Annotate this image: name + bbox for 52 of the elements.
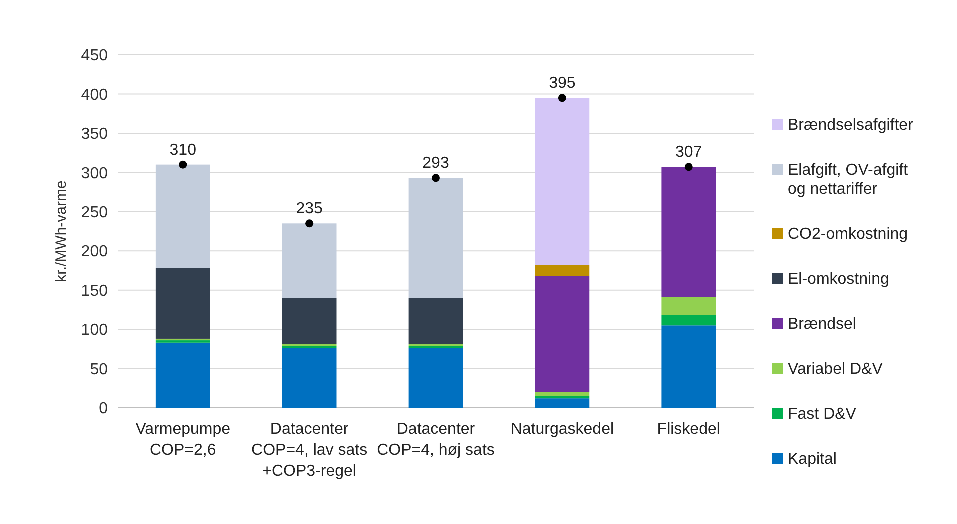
bar — [282, 298, 337, 344]
y-tick-label: 200 — [81, 244, 108, 261]
bar — [535, 396, 590, 399]
bar — [662, 167, 716, 298]
point — [432, 174, 440, 182]
y-tick-label: 450 — [81, 48, 108, 65]
y-tick-label: 100 — [81, 322, 108, 340]
x-tick-label: Naturgaskedel — [510, 421, 614, 438]
bar — [408, 348, 464, 408]
legend-label: Brændsel — [788, 316, 856, 333]
total-label: 310 — [170, 142, 197, 159]
point — [306, 220, 314, 228]
y-tick-label: 300 — [81, 165, 108, 182]
bar — [156, 342, 210, 408]
bar — [662, 315, 716, 326]
legend-label: CO2-omkostning — [788, 226, 908, 243]
legend-label: Kapital — [788, 451, 837, 468]
total-label: 307 — [676, 144, 702, 162]
y-tick-label: 350 — [81, 126, 108, 144]
x-tick-label: Datacenter COP=4, lav sats +COP3-regel — [252, 421, 368, 480]
bar — [535, 276, 590, 392]
x-tick-label: Varmepumpe COP=2,6 — [136, 421, 231, 459]
total-label: 235 — [296, 200, 324, 218]
legend-label: Variabel D&V — [788, 361, 884, 378]
legend-label: El-omkostning — [788, 271, 890, 288]
bar — [535, 398, 590, 408]
y-tick-label: 0 — [99, 400, 108, 418]
bar — [662, 326, 716, 408]
bar — [156, 268, 210, 339]
point — [558, 94, 566, 102]
legend-label: Fast D&V — [788, 406, 857, 423]
bar — [282, 348, 337, 408]
bar — [535, 98, 590, 266]
y-tick-label: 150 — [81, 282, 108, 300]
bar — [408, 178, 464, 298]
bar — [662, 297, 716, 316]
bar — [282, 224, 337, 298]
y-axis-title: kr./MWh-varme — [53, 180, 70, 282]
total-label: 395 — [549, 75, 576, 92]
x-tick-label: Fliskedel — [657, 421, 720, 438]
y-tick-label: 400 — [81, 86, 108, 104]
legend-label: Elafgift, OV-afgift og nettariffer — [788, 162, 909, 198]
y-tick-label: 50 — [90, 361, 108, 378]
x-tick-label: Datacenter COP=4, høj sats — [377, 421, 495, 459]
bar — [535, 265, 590, 276]
point — [179, 160, 188, 169]
bar — [156, 164, 210, 268]
point — [684, 163, 693, 172]
legend-label: Brændselsafgifter — [788, 117, 914, 134]
total-label: 293 — [422, 155, 450, 172]
bar — [408, 298, 464, 344]
y-tick-label: 250 — [81, 204, 108, 222]
